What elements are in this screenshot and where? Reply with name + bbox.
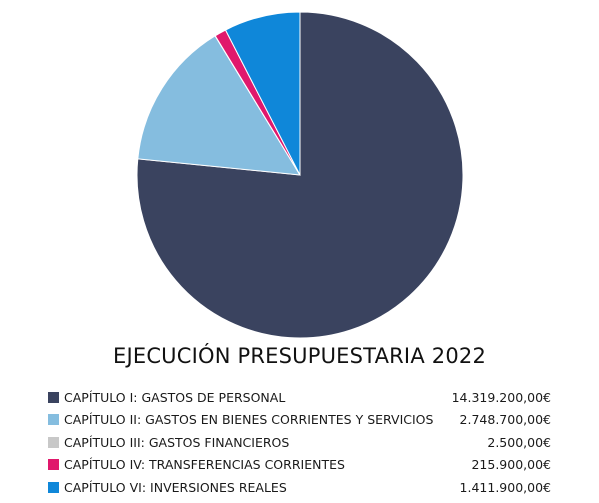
pie-slice: [224, 11, 301, 176]
legend-swatch: [48, 391, 59, 403]
legend-item: CAPÍTULO III: GASTOS FINANCIEROS 2.500,0…: [48, 431, 551, 454]
legend-swatch: [48, 436, 59, 448]
legend-value: 215.900,00€: [471, 457, 551, 473]
legend-value: 2.748.700,00€: [459, 412, 551, 428]
legend: CAPÍTULO I: GASTOS DE PERSONAL 14.319.20…: [48, 386, 551, 499]
legend-swatch: [48, 414, 59, 426]
chart-title: EJECUCIÓN PRESUPUESTARIA 2022: [112, 344, 487, 368]
legend-swatch: [48, 481, 59, 493]
legend-item: CAPÍTULO I: GASTOS DE PERSONAL 14.319.20…: [48, 386, 551, 409]
legend-label: CAPÍTULO I: GASTOS DE PERSONAL: [64, 389, 286, 405]
legend-item: CAPÍTULO IV: TRANSFERENCIAS CORRIENTES 2…: [48, 454, 551, 477]
legend-label: CAPÍTULO IV: TRANSFERENCIAS CORRIENTES: [64, 457, 345, 473]
pie-slice: [137, 35, 301, 176]
legend-item: CAPÍTULO VI: INVERSIONES REALES 1.411.90…: [48, 476, 551, 499]
legend-label: CAPÍTULO II: GASTOS EN BIENES CORRIENTES…: [64, 412, 434, 428]
legend-item: CAPÍTULO II: GASTOS EN BIENES CORRIENTES…: [48, 409, 551, 432]
legend-value: 14.319.200,00€: [451, 389, 551, 405]
legend-label: CAPÍTULO III: GASTOS FINANCIEROS: [64, 434, 290, 450]
legend-label: CAPÍTULO VI: INVERSIONES REALES: [64, 479, 287, 495]
legend-swatch: [48, 459, 59, 471]
legend-value: 1.411.900,00€: [459, 479, 551, 495]
pie-chart: [136, 11, 464, 339]
legend-value: 2.500,00€: [487, 434, 551, 450]
